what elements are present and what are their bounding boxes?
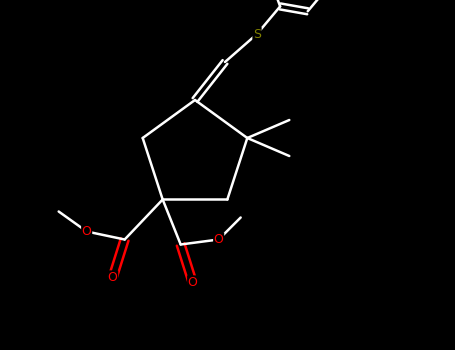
Text: O: O [214,233,223,246]
Text: O: O [188,276,197,289]
Text: S: S [253,28,261,41]
Text: O: O [108,271,117,284]
Text: O: O [82,225,91,238]
